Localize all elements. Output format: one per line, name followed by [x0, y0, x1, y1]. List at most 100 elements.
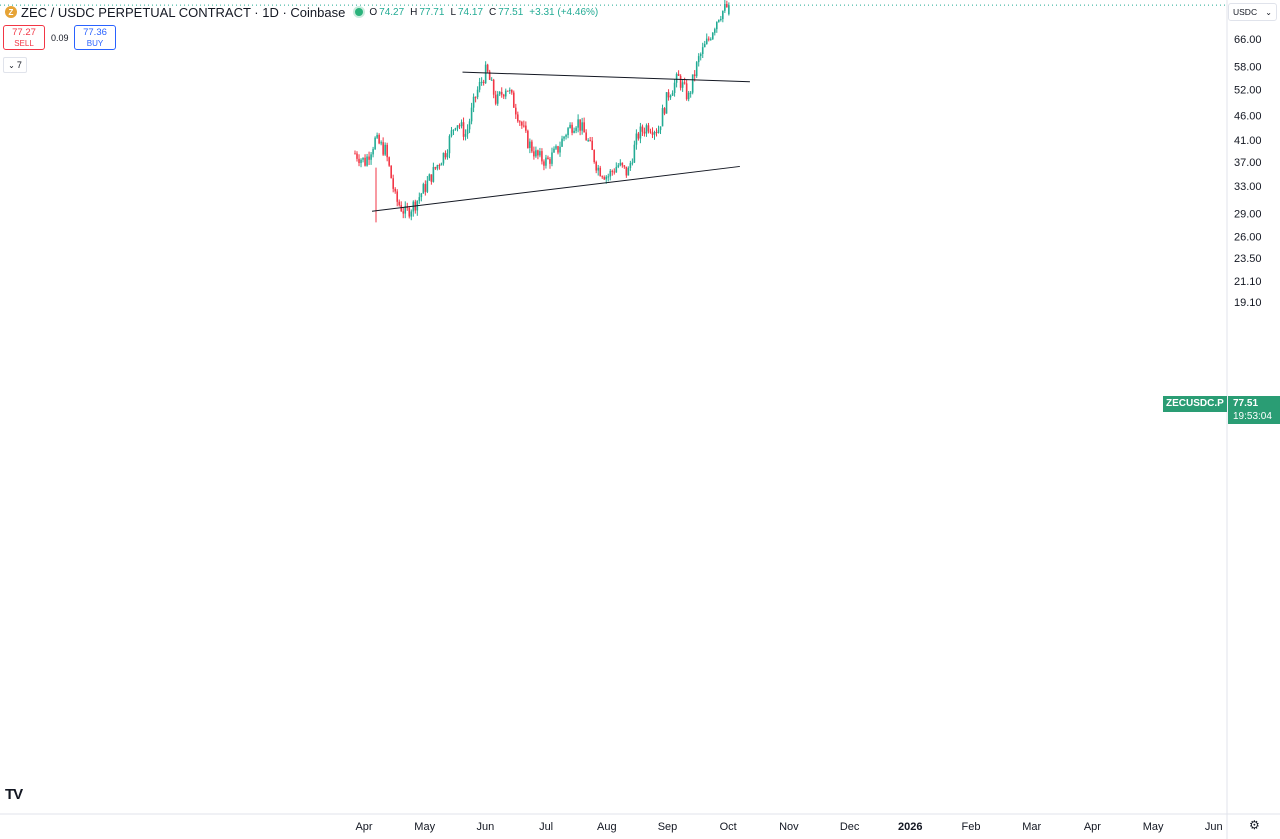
- candle-body: [619, 162, 622, 166]
- candle-body: [643, 131, 646, 134]
- candle-body: [583, 122, 585, 133]
- candle-body: [504, 90, 507, 97]
- candle-body: [693, 74, 696, 77]
- y-tick-label: 37.00: [1234, 157, 1262, 169]
- currency-selector[interactable]: USDC ⌄: [1228, 3, 1277, 21]
- candle-body: [432, 167, 435, 182]
- sell-button[interactable]: 77.27 SELL: [3, 25, 45, 50]
- tradingview-logo[interactable]: TV: [5, 786, 23, 803]
- candle-body: [478, 82, 481, 90]
- candle-body: [645, 125, 648, 134]
- trendline[interactable]: [462, 71, 750, 83]
- y-tick-label: 41.00: [1234, 135, 1262, 147]
- candle-body: [394, 188, 396, 192]
- y-tick-label: 66.00: [1234, 34, 1262, 46]
- settings-gear-icon[interactable]: ⚙: [1249, 818, 1260, 832]
- indicators-count: 7: [16, 60, 22, 70]
- candle-body: [392, 178, 394, 189]
- candle-body: [527, 130, 529, 148]
- trendline[interactable]: [371, 165, 740, 212]
- candle-body: [474, 96, 477, 98]
- candle-body: [722, 10, 724, 20]
- candle-body: [476, 89, 479, 98]
- candle-body: [553, 148, 555, 153]
- candle-body: [669, 95, 672, 98]
- y-tick-label: 21.10: [1234, 276, 1262, 288]
- indicators-toggle[interactable]: ⌄ 7: [3, 57, 27, 73]
- x-tick-label: Feb: [962, 821, 981, 833]
- candle-body: [515, 107, 517, 115]
- candle-body: [629, 163, 632, 169]
- candle-body: [402, 211, 405, 214]
- candle-body: [468, 121, 471, 130]
- trendlines[interactable]: [371, 71, 750, 212]
- buy-label: BUY: [86, 39, 104, 48]
- candle-body: [663, 108, 666, 114]
- market-open-icon: [355, 8, 364, 16]
- candle-body: [537, 150, 539, 156]
- candle-body: [726, 4, 728, 8]
- candle-body: [456, 125, 459, 129]
- candle-body: [470, 107, 473, 122]
- symbol-header: Z ZEC / USDC PERPETUAL CONTRACT · 1D · C…: [0, 0, 598, 24]
- last-price-value: 77.51: [1233, 398, 1259, 409]
- candle-body: [368, 156, 370, 160]
- candle-body: [519, 121, 521, 123]
- x-tick-label: Nov: [779, 821, 799, 833]
- candle-body: [639, 126, 642, 139]
- candle-body: [354, 153, 356, 155]
- chevron-down-icon: ⌄: [8, 60, 15, 70]
- candle-body: [679, 75, 682, 88]
- candle-body: [649, 131, 652, 133]
- buy-button[interactable]: 77.36 BUY: [74, 25, 116, 50]
- price-axis[interactable]: 280.00250.00220.00190.00170.00150.00135.…: [1234, 0, 1268, 309]
- x-tick-label: May: [414, 821, 435, 833]
- candle-body: [603, 177, 606, 180]
- candle-body: [376, 134, 378, 138]
- symbol-title[interactable]: ZEC / USDC PERPETUAL CONTRACT · 1D · Coi…: [21, 4, 346, 20]
- candle-body: [426, 180, 429, 192]
- candle-body: [543, 161, 545, 166]
- candle-body: [609, 170, 612, 177]
- candle-body: [494, 94, 497, 104]
- candle-body: [490, 79, 493, 81]
- candle-body: [685, 83, 688, 100]
- candle-body: [615, 166, 618, 173]
- candle-body: [724, 4, 726, 11]
- bar-countdown: 19:53:04: [1233, 411, 1272, 422]
- candle-body: [410, 211, 413, 217]
- candle-body: [480, 81, 483, 83]
- sell-label: SELL: [14, 39, 34, 48]
- candle-body: [529, 141, 531, 148]
- candle-body: [370, 154, 372, 160]
- candle-body: [559, 146, 561, 153]
- candle-body: [587, 140, 589, 142]
- candle-body: [541, 151, 543, 162]
- time-axis[interactable]: Apr May Jun Jul Aug Sep Oct Nov Dec 2026 Feb Mar Apr…: [355, 821, 1222, 833]
- candle-body: [539, 151, 541, 156]
- candle-body: [440, 163, 443, 166]
- candle-body: [701, 47, 704, 55]
- candle-body: [360, 159, 362, 164]
- candle-body: [633, 144, 636, 163]
- candle-body: [464, 134, 467, 137]
- candle-body: [713, 29, 716, 33]
- candle-body: [408, 207, 411, 217]
- candle-body: [420, 193, 423, 198]
- candle-body: [380, 142, 382, 144]
- candle-body: [607, 176, 610, 178]
- candle-body: [691, 74, 694, 93]
- candle-body: [398, 201, 401, 206]
- candle-body: [625, 166, 628, 176]
- candle-body: [404, 206, 407, 214]
- candle-body: [555, 146, 557, 149]
- y-tick-label: 58.00: [1234, 62, 1262, 74]
- x-tick-label: Jun: [477, 821, 495, 833]
- candle-body: [667, 92, 670, 98]
- candle-body: [496, 94, 499, 104]
- candle-body: [577, 119, 579, 128]
- candle-body: [525, 125, 527, 131]
- candle-body: [689, 92, 692, 94]
- candle-body: [517, 114, 519, 122]
